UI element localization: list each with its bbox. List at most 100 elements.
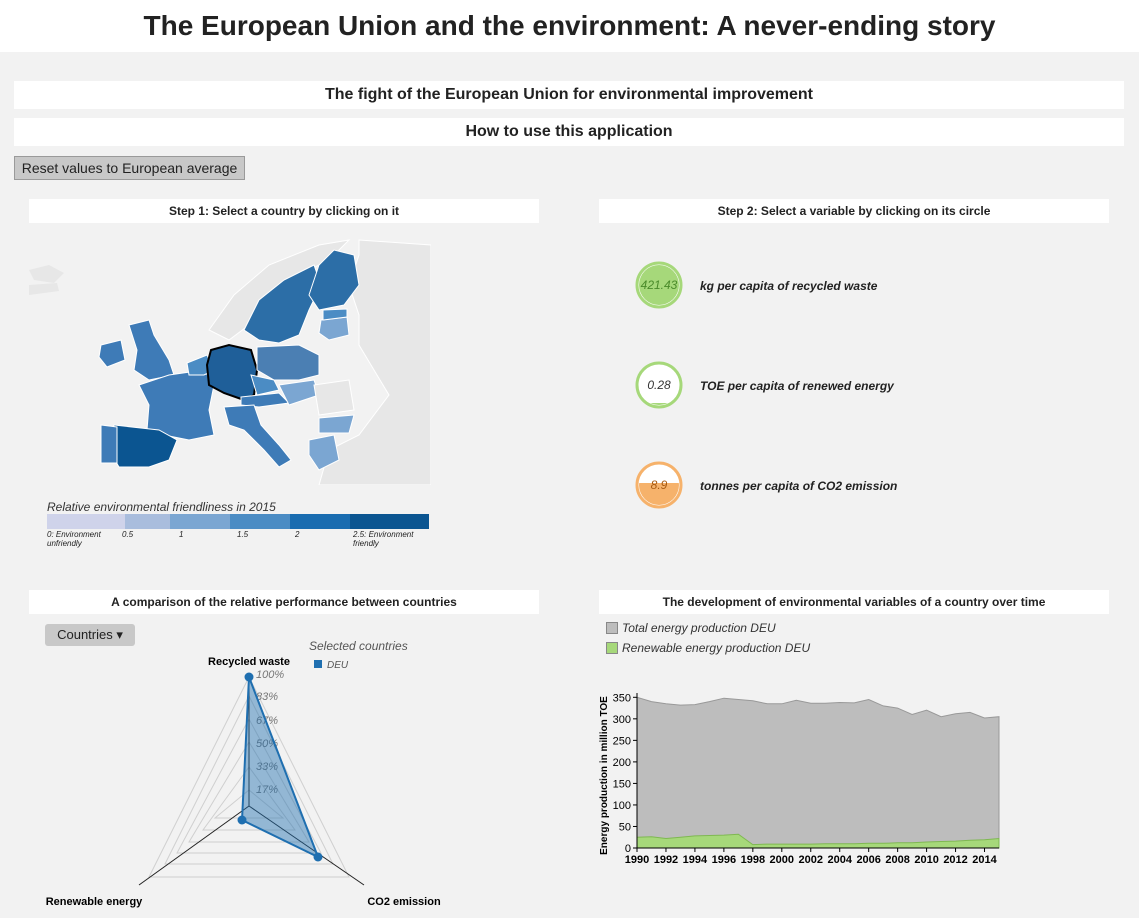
variable-fill-waste xyxy=(639,265,679,305)
countries-dropdown[interactable]: Countries ▾ xyxy=(45,624,135,646)
header-bar: The European Union and the environment: … xyxy=(0,0,1139,52)
legend-label-4: 2 xyxy=(295,530,300,539)
ts-x-tick-label: 2010 xyxy=(914,854,938,866)
radar-point-renewable[interactable] xyxy=(237,815,247,825)
page-title: The European Union and the environment: … xyxy=(143,10,996,41)
radar-level-100: 100% xyxy=(256,669,284,681)
ts-y-tick-label: 250 xyxy=(613,735,631,747)
ts-legend-total-swatch xyxy=(606,622,618,634)
ts-legend-renewable: Renewable energy production DEU xyxy=(622,641,811,655)
variable-value-renewable: 0.28 xyxy=(647,378,671,392)
ts-legend-renewable-swatch xyxy=(606,642,618,654)
radar-legend-swatch xyxy=(314,660,322,668)
map-legend-scale xyxy=(47,514,429,529)
ts-y-tick-label: 150 xyxy=(613,778,631,790)
map-poland[interactable] xyxy=(256,344,320,381)
radar-point-waste[interactable] xyxy=(244,672,254,682)
radar-axis-co2: CO2 emission xyxy=(367,896,441,908)
map-ireland[interactable] xyxy=(98,339,126,368)
variable-label-waste: kg per capita of recycled waste xyxy=(700,279,878,293)
variable-label-co2: tonnes per capita of CO2 emission xyxy=(700,479,898,493)
area-total-energy xyxy=(636,696,1000,849)
variable-label-renewable: TOE per capita of renewed energy xyxy=(700,379,894,393)
map-uk[interactable] xyxy=(128,319,175,381)
banner-howto[interactable]: How to use this application xyxy=(14,118,1124,146)
radar-legend-title: Selected countries xyxy=(309,640,408,653)
variable-value-waste: 421.43 xyxy=(641,278,678,292)
radar-axes xyxy=(138,677,365,886)
map-austria[interactable] xyxy=(240,392,291,408)
countries-dropdown-label: Countries xyxy=(57,627,113,642)
ts-x-tick-label: 2000 xyxy=(770,854,794,866)
legend-swatch-0 xyxy=(47,514,125,529)
legend-label-3: 1.5 xyxy=(237,530,249,539)
ts-x-tick-label: 2006 xyxy=(856,854,880,866)
ts-x-tick-label: 1994 xyxy=(683,854,708,866)
legend-swatch-3 xyxy=(229,514,290,529)
radar-chart: Selected countries DEU 100% 83% 67% 50% … xyxy=(46,640,441,908)
radar-legend-deu: DEU xyxy=(327,660,349,671)
ts-y-tick-label: 100 xyxy=(613,800,631,812)
ts-x-tick-label: 1992 xyxy=(654,854,678,866)
variable-circle-co2[interactable]: 8.9 xyxy=(632,458,686,512)
comparison-title: A comparison of the relative performance… xyxy=(29,590,539,614)
map-italy[interactable] xyxy=(223,404,292,468)
map-estonia[interactable] xyxy=(322,308,348,321)
ts-y-tick-label: 350 xyxy=(613,692,631,704)
legend-label-2: 1 xyxy=(179,530,184,539)
ts-x-tick-label: 1996 xyxy=(712,854,736,866)
ts-y-tick-label: 300 xyxy=(613,714,631,726)
variable-ring-renewable xyxy=(635,361,683,409)
radar-polygon-deu[interactable] xyxy=(240,676,320,860)
map-romania[interactable] xyxy=(313,379,355,416)
ts-y-axis-label: Energy production in million TOE xyxy=(599,696,610,855)
ts-x-tick-label: 1998 xyxy=(741,854,765,866)
legend-swatch-5 xyxy=(350,514,429,529)
map-non-eu-west xyxy=(29,283,59,295)
legend-label-0: 0: Environment unfriendly xyxy=(47,530,101,548)
caret-down-icon: ▾ xyxy=(116,627,123,642)
map-legend-title: Relative environmental friendliness in 2… xyxy=(47,500,276,514)
legend-label-1: 0.5 xyxy=(122,530,134,539)
ts-y-tick-label: 200 xyxy=(613,757,631,769)
step2-title: Step 2: Select a variable by clicking on… xyxy=(599,199,1109,223)
radar-level-labels: 100% 83% 67% 50% 33% 17% xyxy=(256,669,284,796)
area-renewable-energy xyxy=(636,833,1000,849)
variable-circle-waste[interactable]: 421.43 xyxy=(632,258,686,312)
radar-grid xyxy=(148,675,350,878)
radar-axis-renewable: Renewable energy xyxy=(46,896,143,908)
map-baltics[interactable] xyxy=(318,316,350,341)
map-iceland xyxy=(29,265,64,283)
map-greece[interactable] xyxy=(308,434,340,471)
variable-fill-renewable xyxy=(639,403,679,405)
variable-value-co2: 8.9 xyxy=(651,478,668,492)
ts-y-tick-label: 0 xyxy=(625,843,631,855)
variable-circle-renewable[interactable]: 0.28 xyxy=(632,358,686,412)
map-czech[interactable] xyxy=(250,374,280,396)
map-bulgaria[interactable] xyxy=(318,414,355,434)
ts-x-tick-label: 1990 xyxy=(625,854,649,866)
ts-x-tick-label: 2004 xyxy=(827,854,852,866)
legend-swatch-2 xyxy=(169,514,230,529)
timeseries-chart: 0 50 100 150 200 250 300 350 1990 1992 1994 1996 199… xyxy=(599,692,1000,866)
ts-x-tick-label: 2014 xyxy=(972,854,997,866)
map-portugal[interactable] xyxy=(100,424,118,464)
legend-label-5: 2.5: Environment friendly xyxy=(353,530,414,548)
ts-legend-total: Total energy production DEU xyxy=(622,621,776,635)
map-finland[interactable] xyxy=(308,249,360,311)
legend-swatch-4 xyxy=(289,514,351,529)
timeseries-title: The development of environmental variabl… xyxy=(599,590,1109,614)
ts-y-tick-label: 50 xyxy=(619,821,631,833)
radar-axis-waste: Recycled waste xyxy=(208,656,290,668)
radar-level-67: 67% xyxy=(256,715,278,727)
legend-swatch-1 xyxy=(124,514,170,529)
ts-x-tick-label: 2008 xyxy=(885,854,909,866)
step1-title: Step 1: Select a country by clicking on … xyxy=(29,199,539,223)
banner-fight[interactable]: The fight of the European Union for envi… xyxy=(14,81,1124,109)
radar-level-83: 83% xyxy=(256,691,278,703)
ts-x-tick-label: 2002 xyxy=(799,854,823,866)
variable-fill-co2 xyxy=(639,483,679,505)
radar-point-co2[interactable] xyxy=(313,852,323,862)
map-germany[interactable] xyxy=(205,343,259,402)
reset-button[interactable]: Reset values to European average xyxy=(14,156,245,180)
